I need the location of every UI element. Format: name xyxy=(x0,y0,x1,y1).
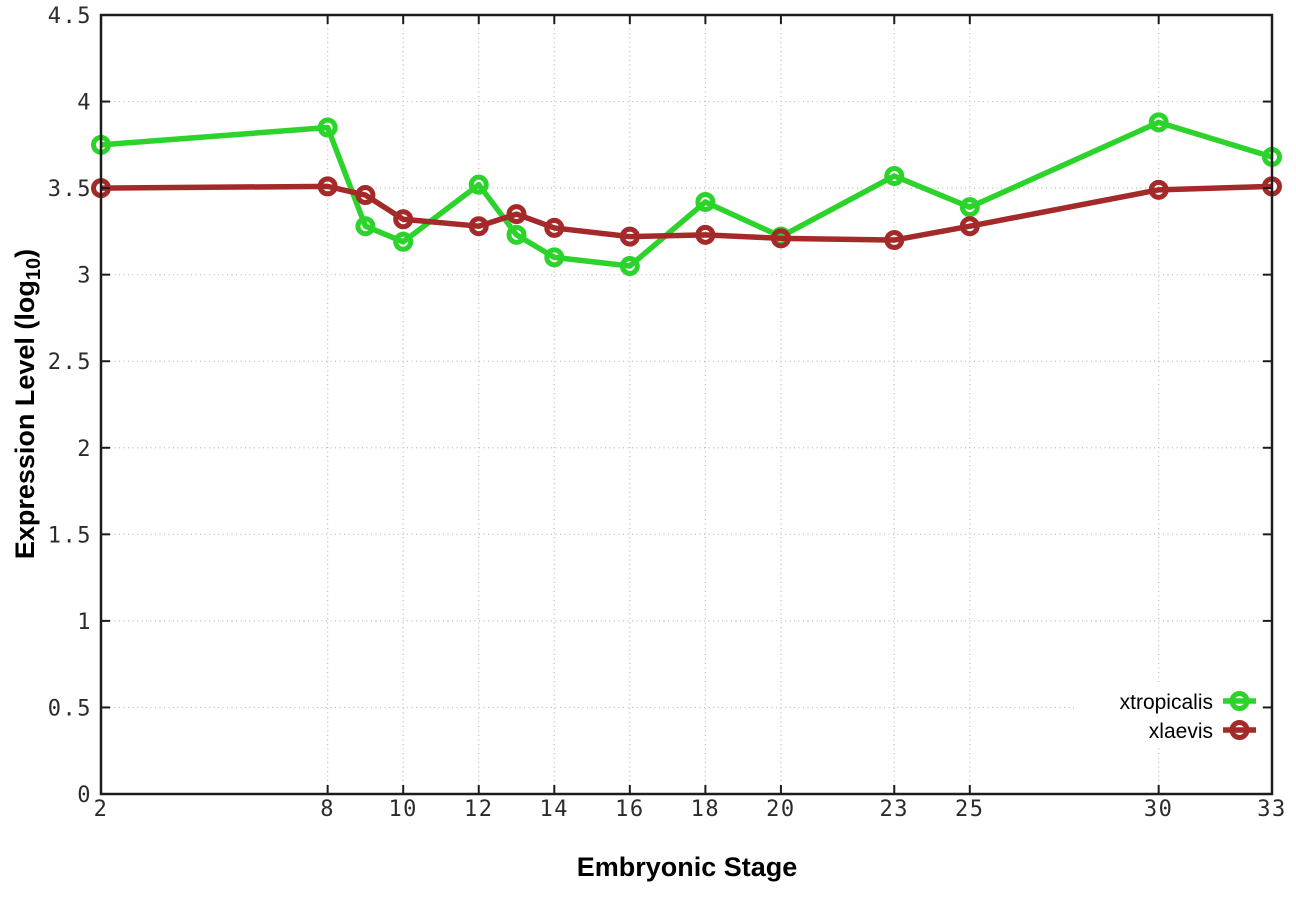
data-point-marker xyxy=(1148,179,1169,200)
data-point-marker xyxy=(1148,112,1169,133)
y-tick-label: 3 xyxy=(77,264,92,289)
series-line-xlaevis xyxy=(100,183,1273,243)
data-point-marker xyxy=(959,216,980,237)
data-point-marker xyxy=(959,197,980,218)
data-point-marker xyxy=(884,165,905,186)
axis-ticks xyxy=(100,14,1273,795)
x-tick-label: 25 xyxy=(955,797,985,822)
data-point-marker xyxy=(884,230,905,251)
data-point-marker xyxy=(695,191,716,212)
y-tick-label: 1 xyxy=(77,610,92,635)
y-tick-label: 4.5 xyxy=(48,4,92,29)
y-axis-title-subscript: 10 xyxy=(23,258,45,280)
x-tick-label: 8 xyxy=(320,797,335,822)
x-tick-label: 16 xyxy=(615,797,645,822)
x-tick-label: 12 xyxy=(464,797,494,822)
data-series xyxy=(91,112,1282,277)
data-point-marker xyxy=(506,204,527,225)
data-point-marker xyxy=(619,256,640,277)
x-tick-label: 14 xyxy=(540,797,570,822)
data-point-marker xyxy=(393,231,414,252)
data-point-marker xyxy=(393,209,414,230)
data-point-marker xyxy=(695,224,716,245)
series-xtropicalis xyxy=(91,112,1282,277)
y-axis-title: Expression Level (log10) xyxy=(10,249,45,559)
data-point-marker xyxy=(770,228,791,249)
legend-background xyxy=(1075,684,1261,748)
y-tick-label: 2.5 xyxy=(48,350,92,375)
data-point-marker xyxy=(355,216,376,237)
y-tick-labels: 0 0.5 1 1.5 2 2.5 3 3.5 4 4.5 xyxy=(48,4,92,808)
data-point-marker xyxy=(544,217,565,238)
y-tick-label: 2 xyxy=(77,437,92,462)
y-tick-label: 4 xyxy=(77,91,92,116)
data-point-marker xyxy=(317,176,338,197)
plot-border xyxy=(99,13,1274,796)
x-tick-label: 20 xyxy=(766,797,796,822)
y-axis-title-end: ) xyxy=(10,249,40,258)
x-tick-label: 30 xyxy=(1144,797,1174,822)
axes: 2 8 10 12 14 16 18 20 23 25 30 33 0 0.5 1 1.5 2 2.5 3 3.5 4… xyxy=(48,4,1287,822)
legend-label-xtropicalis: xtropicalis xyxy=(1120,691,1213,714)
legend-sample-marker-xtropicalis xyxy=(1229,691,1250,711)
data-point-marker xyxy=(619,226,640,247)
x-axis-title: Embryonic Stage xyxy=(577,852,798,882)
data-point-marker xyxy=(468,174,489,195)
y-tick-label: 0.5 xyxy=(48,696,92,721)
data-point-marker xyxy=(506,224,527,245)
data-point-marker xyxy=(355,185,376,206)
data-point-marker xyxy=(544,247,565,268)
y-tick-label: 1.5 xyxy=(48,523,92,548)
legend: xtropicalis xlaevis xyxy=(1075,684,1261,748)
y-tick-label: 0 xyxy=(77,783,92,808)
x-tick-label: 2 xyxy=(94,797,109,822)
x-tick-label: 23 xyxy=(880,797,910,822)
series-line-xtropicalis xyxy=(100,119,1273,269)
x-tick-label: 10 xyxy=(388,797,418,822)
x-tick-labels: 2 8 10 12 14 16 18 20 23 25 30 33 xyxy=(94,797,1287,822)
data-point-marker xyxy=(317,117,338,138)
x-tick-label: 33 xyxy=(1257,797,1287,822)
series-xlaevis xyxy=(91,176,1282,251)
y-axis-title-main: Expression Level (log xyxy=(10,280,40,559)
data-point-marker xyxy=(468,216,489,237)
x-tick-label: 18 xyxy=(691,797,721,822)
y-tick-label: 3.5 xyxy=(48,177,92,202)
legend-label-xlaevis: xlaevis xyxy=(1149,720,1213,743)
legend-sample-marker-xlaevis xyxy=(1229,720,1250,740)
